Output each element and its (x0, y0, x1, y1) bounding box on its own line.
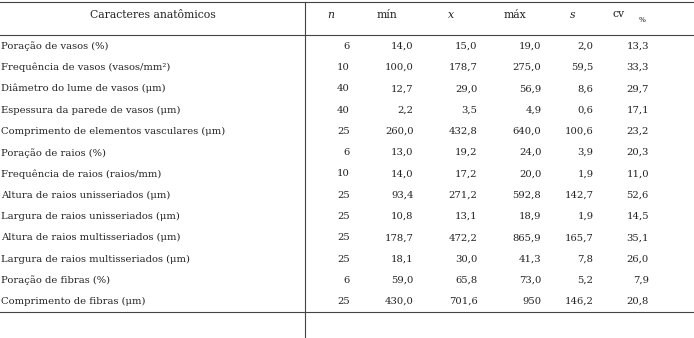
Text: 93,4: 93,4 (391, 191, 414, 200)
Text: 13,3: 13,3 (627, 42, 649, 51)
Text: 20,8: 20,8 (627, 297, 649, 306)
Text: 25: 25 (337, 212, 350, 221)
Text: Poração de fibras (%): Poração de fibras (%) (1, 275, 110, 285)
Text: Largura de raios multisseriados (μm): Largura de raios multisseriados (μm) (1, 255, 190, 264)
Text: 25: 25 (337, 233, 350, 242)
Text: 165,7: 165,7 (565, 233, 593, 242)
Text: 260,0: 260,0 (385, 127, 414, 136)
Text: 7,9: 7,9 (633, 276, 649, 285)
Text: 33,3: 33,3 (627, 63, 649, 72)
Text: 6: 6 (344, 42, 350, 51)
Text: 4,9: 4,9 (525, 105, 541, 115)
Text: 14,5: 14,5 (626, 212, 649, 221)
Text: 432,8: 432,8 (448, 127, 477, 136)
Text: 178,7: 178,7 (384, 233, 414, 242)
Text: x: x (448, 10, 454, 20)
Text: 8,6: 8,6 (577, 84, 593, 93)
Text: 26,0: 26,0 (627, 255, 649, 264)
Text: 6: 6 (344, 276, 350, 285)
Text: n: n (327, 10, 334, 20)
Text: 40: 40 (337, 105, 350, 115)
Text: 23,2: 23,2 (627, 127, 649, 136)
Text: 14,0: 14,0 (391, 169, 414, 178)
Text: 2,2: 2,2 (398, 105, 414, 115)
Text: 100,0: 100,0 (384, 63, 414, 72)
Text: 592,8: 592,8 (513, 191, 541, 200)
Text: 35,1: 35,1 (627, 233, 649, 242)
Text: 25: 25 (337, 255, 350, 264)
Text: 3,5: 3,5 (462, 105, 477, 115)
Text: 430,0: 430,0 (384, 297, 414, 306)
Text: 25: 25 (337, 297, 350, 306)
Text: 10: 10 (337, 63, 350, 72)
Text: 950: 950 (522, 297, 541, 306)
Text: 19,0: 19,0 (519, 42, 541, 51)
Text: 0,6: 0,6 (577, 105, 593, 115)
Text: 25: 25 (337, 191, 350, 200)
Text: 29,0: 29,0 (455, 84, 477, 93)
Text: 30,0: 30,0 (455, 255, 477, 264)
Text: 100,6: 100,6 (565, 127, 593, 136)
Text: 65,8: 65,8 (455, 276, 477, 285)
Text: 20,0: 20,0 (519, 169, 541, 178)
Text: 865,9: 865,9 (513, 233, 541, 242)
Text: 11,0: 11,0 (626, 169, 649, 178)
Text: 1,9: 1,9 (577, 212, 593, 221)
Text: %: % (638, 16, 645, 24)
Text: 1,9: 1,9 (577, 169, 593, 178)
Text: Espessura da parede de vasos (μm): Espessura da parede de vasos (μm) (1, 105, 181, 115)
Text: 15,0: 15,0 (455, 42, 477, 51)
Text: Comprimento de fibras (μm): Comprimento de fibras (μm) (1, 297, 146, 306)
Text: Frequência de raios (raios/mm): Frequência de raios (raios/mm) (1, 169, 162, 179)
Text: 56,9: 56,9 (519, 84, 541, 93)
Text: 17,1: 17,1 (626, 105, 649, 115)
Text: cv: cv (612, 8, 625, 19)
Text: 6: 6 (344, 148, 350, 157)
Text: Frequência de vasos (vasos/mm²): Frequência de vasos (vasos/mm²) (1, 63, 171, 72)
Text: 20,3: 20,3 (627, 148, 649, 157)
Text: Largura de raios unisseriados (μm): Largura de raios unisseriados (μm) (1, 212, 180, 221)
Text: 275,0: 275,0 (513, 63, 541, 72)
Text: 7,8: 7,8 (577, 255, 593, 264)
Text: 13,1: 13,1 (455, 212, 477, 221)
Text: 701,6: 701,6 (449, 297, 477, 306)
Text: 12,7: 12,7 (391, 84, 414, 93)
Text: 17,2: 17,2 (455, 169, 477, 178)
Text: Poração de raios (%): Poração de raios (%) (1, 148, 106, 158)
Text: 24,0: 24,0 (519, 148, 541, 157)
Text: 29,7: 29,7 (627, 84, 649, 93)
Text: 52,6: 52,6 (627, 191, 649, 200)
Text: 18,1: 18,1 (391, 255, 414, 264)
Text: Caracteres anatômicos: Caracteres anatômicos (90, 10, 216, 20)
Text: 40: 40 (337, 84, 350, 93)
Text: 25: 25 (337, 127, 350, 136)
Text: Poração de vasos (%): Poração de vasos (%) (1, 41, 109, 51)
Text: 472,2: 472,2 (448, 233, 477, 242)
Text: 19,2: 19,2 (455, 148, 477, 157)
Text: 73,0: 73,0 (519, 276, 541, 285)
Text: Altura de raios multisseriados (μm): Altura de raios multisseriados (μm) (1, 233, 181, 242)
Text: 18,9: 18,9 (519, 212, 541, 221)
Text: 10,8: 10,8 (391, 212, 414, 221)
Text: 178,7: 178,7 (448, 63, 477, 72)
Text: 59,0: 59,0 (391, 276, 414, 285)
Text: 41,3: 41,3 (518, 255, 541, 264)
Text: 59,5: 59,5 (571, 63, 593, 72)
Text: 2,0: 2,0 (577, 42, 593, 51)
Text: 146,2: 146,2 (564, 297, 593, 306)
Text: máx: máx (504, 10, 526, 20)
Text: 5,2: 5,2 (577, 276, 593, 285)
Text: Altura de raios unisseriados (μm): Altura de raios unisseriados (μm) (1, 191, 171, 200)
Text: 10: 10 (337, 169, 350, 178)
Text: 13,0: 13,0 (391, 148, 414, 157)
Text: Comprimento de elementos vasculares (μm): Comprimento de elementos vasculares (μm) (1, 127, 226, 136)
Text: 14,0: 14,0 (391, 42, 414, 51)
Text: 640,0: 640,0 (513, 127, 541, 136)
Text: s: s (570, 10, 576, 20)
Text: 142,7: 142,7 (564, 191, 593, 200)
Text: Diâmetro do lume de vasos (μm): Diâmetro do lume de vasos (μm) (1, 84, 166, 94)
Text: 3,9: 3,9 (577, 148, 593, 157)
Text: mín: mín (377, 10, 398, 20)
Text: 271,2: 271,2 (448, 191, 477, 200)
